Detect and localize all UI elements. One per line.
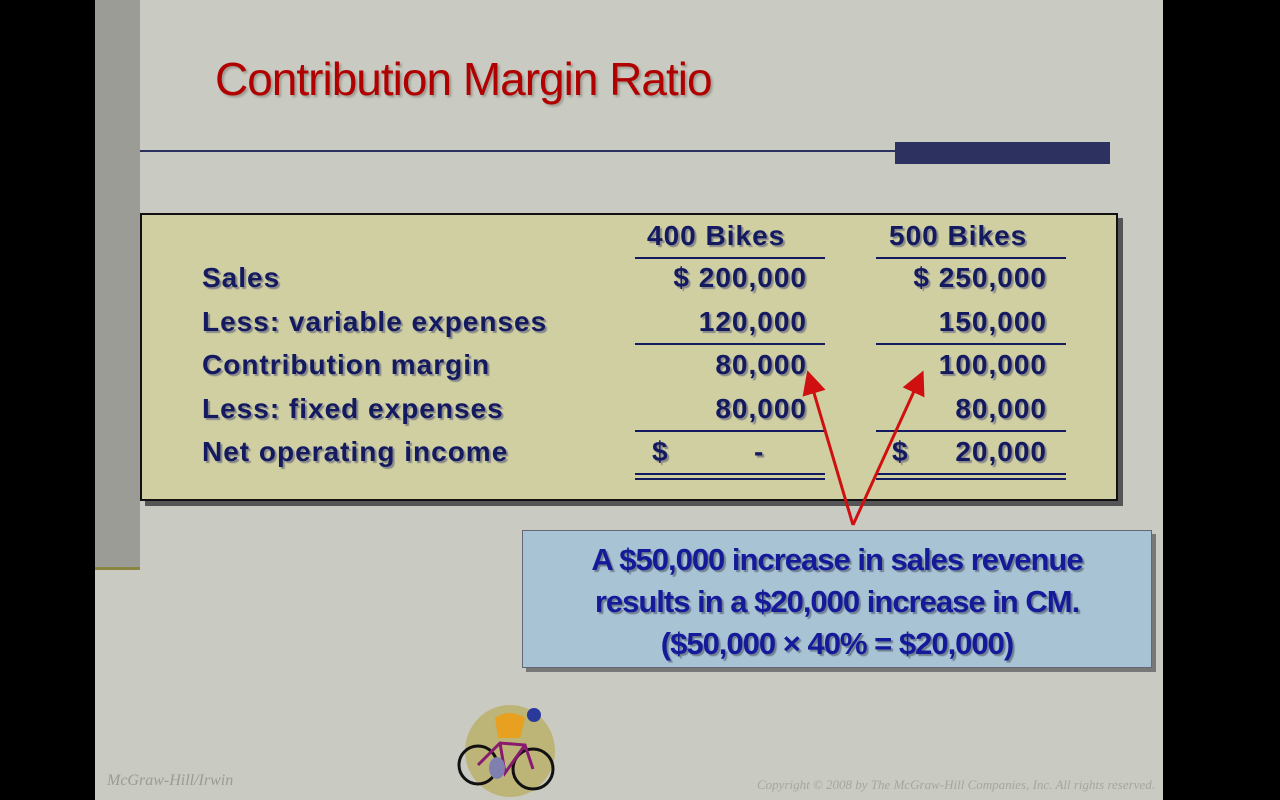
cell: - [754,436,765,467]
cell: 100,000 [938,349,1047,380]
title-rule-block [895,142,1110,164]
currency-symbol: $ [652,436,669,467]
cyclist-icon [457,705,555,797]
slide: Contribution Margin Ratio 400 Bikes 500 … [95,0,1163,800]
slide-title: Contribution Margin Ratio [215,53,713,105]
cell: 120,000 [698,306,807,337]
cell: 20,000 [955,436,1047,467]
arrows [802,370,925,526]
callout-line: A $50,000 increase in sales revenue [591,542,1083,577]
cell: 150,000 [938,306,1047,337]
footer-copyright: Copyright © 2008 by The McGraw-Hill Comp… [756,777,1155,792]
cell: 80,000 [955,393,1047,424]
title-rule [140,150,940,152]
row-label: Sales [202,262,281,293]
column-header: 400 Bikes [647,220,786,251]
cell: $ 250,000 [913,262,1047,293]
cell: $ 200,000 [673,262,807,293]
row-label: Contribution margin [202,349,491,380]
currency-symbol: $ [892,436,909,467]
callout-line: results in a $20,000 increase in CM. [594,584,1080,619]
column-header: 500 Bikes [889,220,1028,251]
income-statement-table: 400 Bikes 500 Bikes Sales $ 200,000 $ 25… [140,213,1118,501]
left-decor-bar [95,0,140,570]
cell: 80,000 [715,349,807,380]
arrow-to-cm-400 [802,370,855,526]
footer-publisher: McGraw-Hill/Irwin [107,772,234,789]
arrow-to-cm-500 [851,370,925,526]
row-label: Less: variable expenses [202,306,548,337]
callout-line: ($50,000 × 40% = $20,000) [660,626,1014,661]
row-label: Net operating income [202,436,509,467]
cell: 80,000 [715,393,807,424]
row-label: Less: fixed expenses [202,393,504,424]
callout-box: A $50,000 increase in sales revenue resu… [522,530,1152,668]
